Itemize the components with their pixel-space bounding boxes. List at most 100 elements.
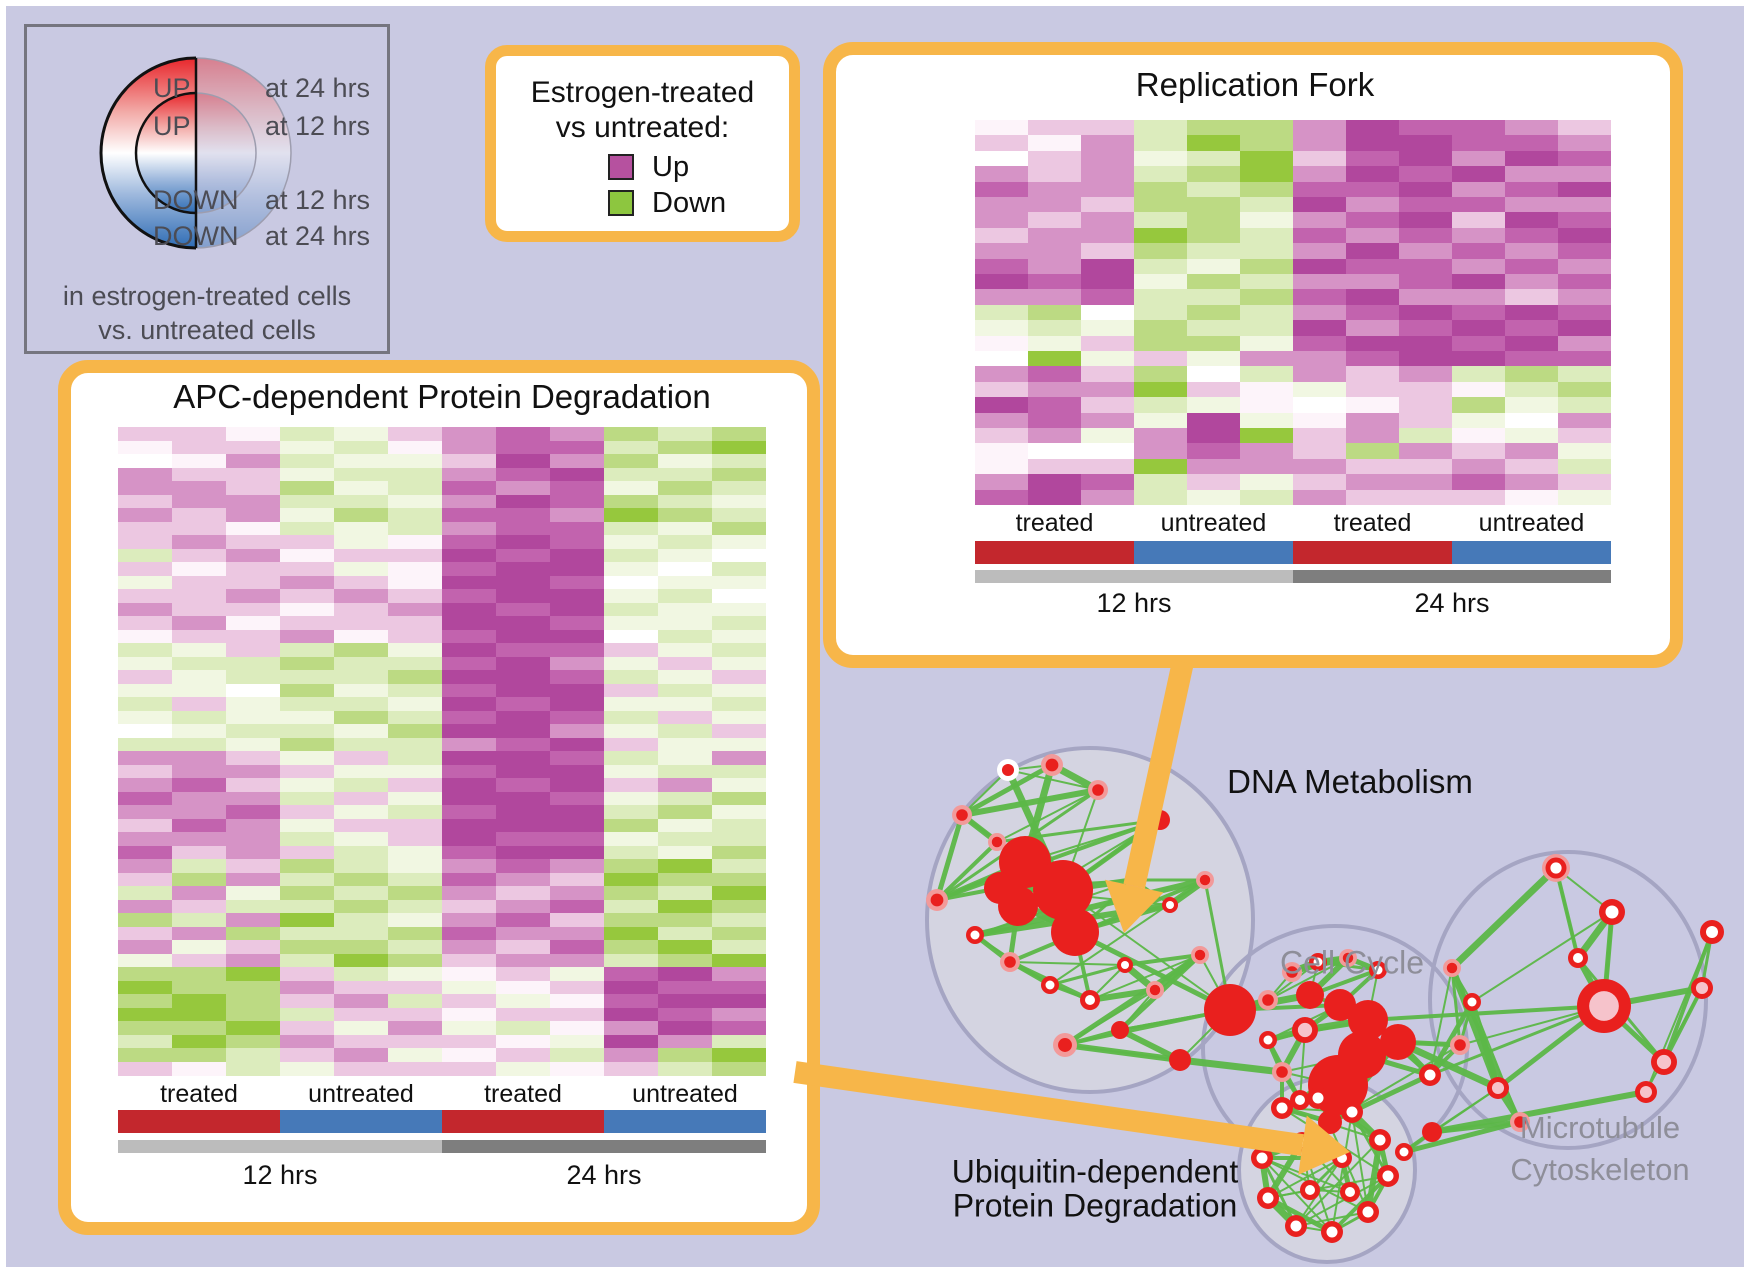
heatmap-row [118, 886, 766, 900]
heatmap-cell [496, 508, 550, 522]
heatmap-cell [1028, 443, 1081, 460]
heatmap-row [118, 1061, 766, 1076]
heatmap-cell [1081, 381, 1134, 398]
heatmap-cell [442, 751, 496, 765]
heatmap-cell [226, 710, 280, 725]
heatmap-row [118, 697, 766, 711]
legend-row-down24: DOWN at 24 hrs [27, 221, 387, 251]
heatmap-cell [1505, 458, 1558, 475]
heatmap-cell [604, 845, 658, 860]
heatmap-cell [712, 656, 766, 671]
heatmap-cell [1558, 181, 1611, 198]
heatmap-cell [172, 670, 226, 684]
heatmap-cell [975, 351, 1028, 367]
microtubule-label-line2: Cytoskeleton [1510, 1152, 1690, 1187]
heatmap-cell [280, 859, 334, 873]
heatmap-cell [1346, 412, 1399, 429]
heatmap-cell [1134, 366, 1187, 383]
heatmap-cell [1028, 489, 1081, 506]
heatmap-cell [658, 967, 712, 981]
heatmap-row [118, 818, 766, 833]
heatmap-cell [388, 1048, 442, 1062]
heatmap-cell [172, 926, 226, 941]
heatmap-cell [604, 562, 658, 576]
heatmap-cell [442, 980, 496, 995]
heatmap-cell [496, 980, 550, 995]
network-edge [1062, 1042, 1183, 1063]
heatmap-cell [334, 481, 388, 495]
heatmap-cell [118, 521, 172, 536]
heatmap-cell [604, 859, 658, 873]
time-bar [975, 570, 1293, 583]
heatmap-cell [172, 832, 226, 846]
heatmap-cell [1452, 181, 1505, 198]
heatmap-row [118, 1007, 766, 1022]
heatmap-cell [118, 737, 172, 752]
apc-heatmap [118, 427, 766, 1076]
heatmap-cell [1187, 258, 1240, 275]
heatmap-cell [118, 616, 172, 630]
heatmap-cell [712, 697, 766, 711]
gene-node-core [1454, 1039, 1466, 1051]
network-edge [1450, 966, 1522, 1124]
heatmap-row [975, 474, 1611, 491]
apc-to-ubiquitin-arrow-stem [793, 1061, 1305, 1157]
heatmap-cell [118, 980, 172, 995]
heatmap-cell [496, 1007, 550, 1022]
heatmap-cell [280, 467, 334, 482]
heatmap-cell [1134, 458, 1187, 475]
heatmap-cell [172, 521, 226, 536]
gene-node-core [1286, 966, 1298, 978]
gene-node-core [1446, 962, 1458, 974]
heatmap-cell [1293, 135, 1346, 152]
heatmap-cell [334, 1048, 388, 1062]
heatmap-cell [442, 994, 496, 1008]
heatmap-cell [1399, 412, 1452, 429]
heatmap-cell [388, 589, 442, 603]
heatmap-cell [604, 481, 658, 495]
heatmap-cell [172, 994, 226, 1008]
heatmap-cell [226, 467, 280, 482]
heatmap-cell [1293, 150, 1346, 167]
heatmap-cell [118, 575, 172, 590]
heatmap-cell [1399, 274, 1452, 290]
legend-direction: DOWN [153, 221, 239, 251]
heatmap-cell [1346, 227, 1399, 244]
heatmap-row [118, 656, 766, 671]
heatmap-cell [1240, 181, 1293, 198]
heatmap-cell [550, 589, 604, 603]
heatmap-cell [496, 467, 550, 482]
heatmap-cell [1187, 428, 1240, 444]
heatmap-cell [712, 670, 766, 684]
heatmap-cell [550, 940, 604, 954]
heatmap-cell [172, 562, 226, 576]
heatmap-cell [604, 535, 658, 549]
heatmap-cell [388, 427, 442, 441]
heatmap-cell [1187, 181, 1240, 198]
heatmap-cell [1452, 489, 1505, 506]
heatmap-cell [1558, 335, 1611, 352]
legend-time: at 24 hrs [265, 221, 371, 251]
heatmap-cell [1505, 227, 1558, 244]
heatmap-row [118, 548, 766, 563]
heatmap-cell [226, 872, 280, 887]
gene-node-core [1263, 1035, 1273, 1045]
heatmap-cell [1293, 289, 1346, 306]
heatmap-cell [550, 832, 604, 846]
legend-direction: UP [153, 73, 191, 103]
heatmap-cell [1240, 212, 1293, 229]
heatmap-cell [1240, 381, 1293, 398]
heatmap-cell [280, 994, 334, 1008]
network-edge [935, 840, 999, 902]
heatmap-cell [118, 899, 172, 914]
heatmap-cell [975, 428, 1028, 444]
heatmap-cell [658, 454, 712, 468]
heatmap-cell [1134, 120, 1187, 136]
heatmap-cell [1240, 150, 1293, 167]
heatmap-cell [1346, 397, 1399, 414]
heatmap-cell [658, 886, 712, 900]
heatmap-cell [280, 521, 334, 536]
heatmap-cell [226, 899, 280, 914]
heatmap-cell [226, 535, 280, 549]
heatmap-cell [1187, 381, 1240, 398]
